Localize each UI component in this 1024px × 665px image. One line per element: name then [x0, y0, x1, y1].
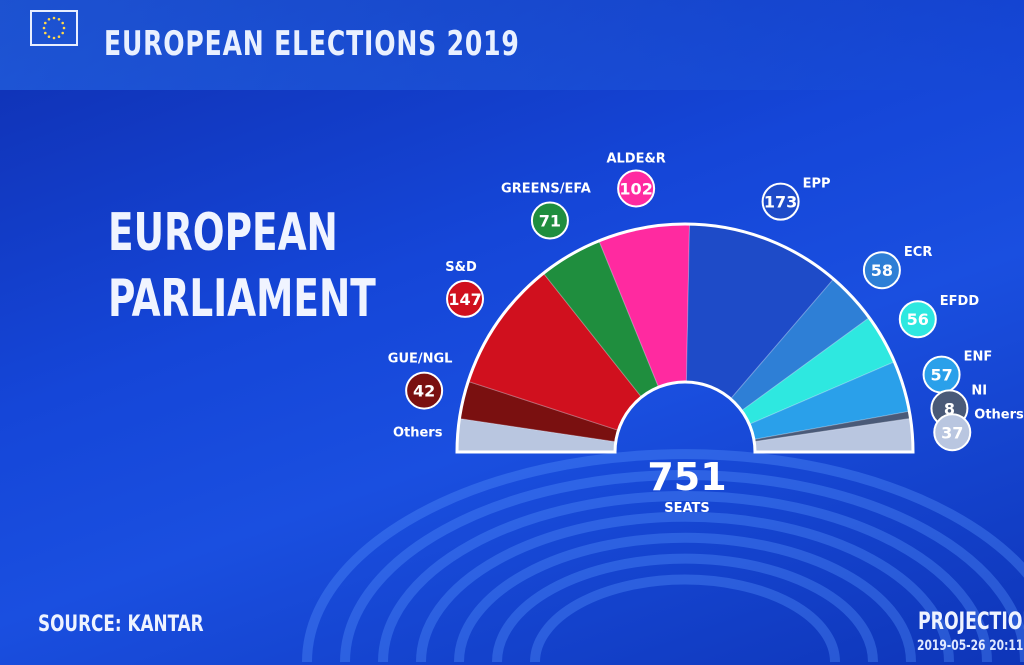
- decorative-arc: [530, 574, 840, 663]
- party-name-label: EPP: [803, 177, 831, 192]
- party-name-label: GUE/NGL: [388, 352, 453, 367]
- badge-circle: [617, 169, 656, 208]
- timestamp-label: 2019-05-26 20:11: [917, 638, 1024, 654]
- total-seats-label: 751: [647, 455, 726, 499]
- badge-circle: [898, 300, 937, 339]
- decorative-floor-arcs: [302, 449, 1024, 663]
- header-band: [0, 0, 1024, 90]
- decorative-arc: [378, 490, 992, 663]
- badge-circle: [405, 371, 444, 410]
- badge-seat-count: 102: [619, 179, 652, 198]
- badge-circle: [530, 201, 569, 240]
- badge-seat-count: 173: [764, 193, 797, 212]
- decorative-arc: [302, 449, 1024, 663]
- party-name-label: EFDD: [940, 294, 980, 309]
- badge-seat-count: 56: [907, 310, 929, 329]
- chart-badges: Others 42 GUE/NGL 147 S&D 71 GREENS/EFA 102 ALDE…: [388, 151, 1024, 452]
- chart-center: 751 SEATS: [647, 455, 726, 516]
- chart-slices: [455, 222, 915, 454]
- badge-seat-count: 71: [539, 212, 561, 231]
- party-name-label: GREENS/EFA: [501, 182, 591, 197]
- badge-circle: [933, 413, 972, 452]
- heading-line-1: EUROPEAN: [108, 203, 338, 263]
- party-name-label: S&D: [445, 260, 477, 275]
- party-name-label: NI: [971, 383, 987, 398]
- badge-seat-count: 147: [448, 290, 481, 309]
- total-seats-sublabel: SEATS: [664, 501, 710, 516]
- badge-seat-count: 58: [871, 261, 893, 280]
- decorative-arc: [492, 553, 878, 663]
- source-label: SOURCE: KANTAR: [38, 612, 204, 637]
- badge-seat-count: 42: [413, 382, 435, 401]
- page-title: EUROPEAN ELECTIONS 2019: [104, 24, 520, 64]
- heading-line-2: PARLIAMENT: [108, 269, 376, 329]
- badge-seat-count: 57: [930, 366, 952, 385]
- badge-seat-count: 37: [941, 423, 963, 442]
- projection-label: PROJECTION: [918, 607, 1024, 635]
- party-name-label: ECR: [904, 245, 932, 260]
- hemicycle-outline: [455, 222, 915, 454]
- party-name-label: ALDE&R: [606, 151, 665, 166]
- decorative-arc: [454, 532, 916, 663]
- badge-circle: [761, 182, 800, 221]
- party-name-label: Others: [974, 407, 1024, 422]
- badge-seat-count: 8: [944, 399, 955, 418]
- party-name-label: ENF: [964, 350, 993, 365]
- decorative-arc: [416, 511, 954, 663]
- decorative-arc: [340, 470, 1024, 663]
- badge-circle: [446, 279, 485, 318]
- section-heading: EUROPEAN PARLIAMENT: [108, 200, 376, 332]
- party-name-label: Others: [393, 425, 443, 440]
- badge-circle: [862, 251, 901, 290]
- eu-flag-icon: [30, 10, 78, 46]
